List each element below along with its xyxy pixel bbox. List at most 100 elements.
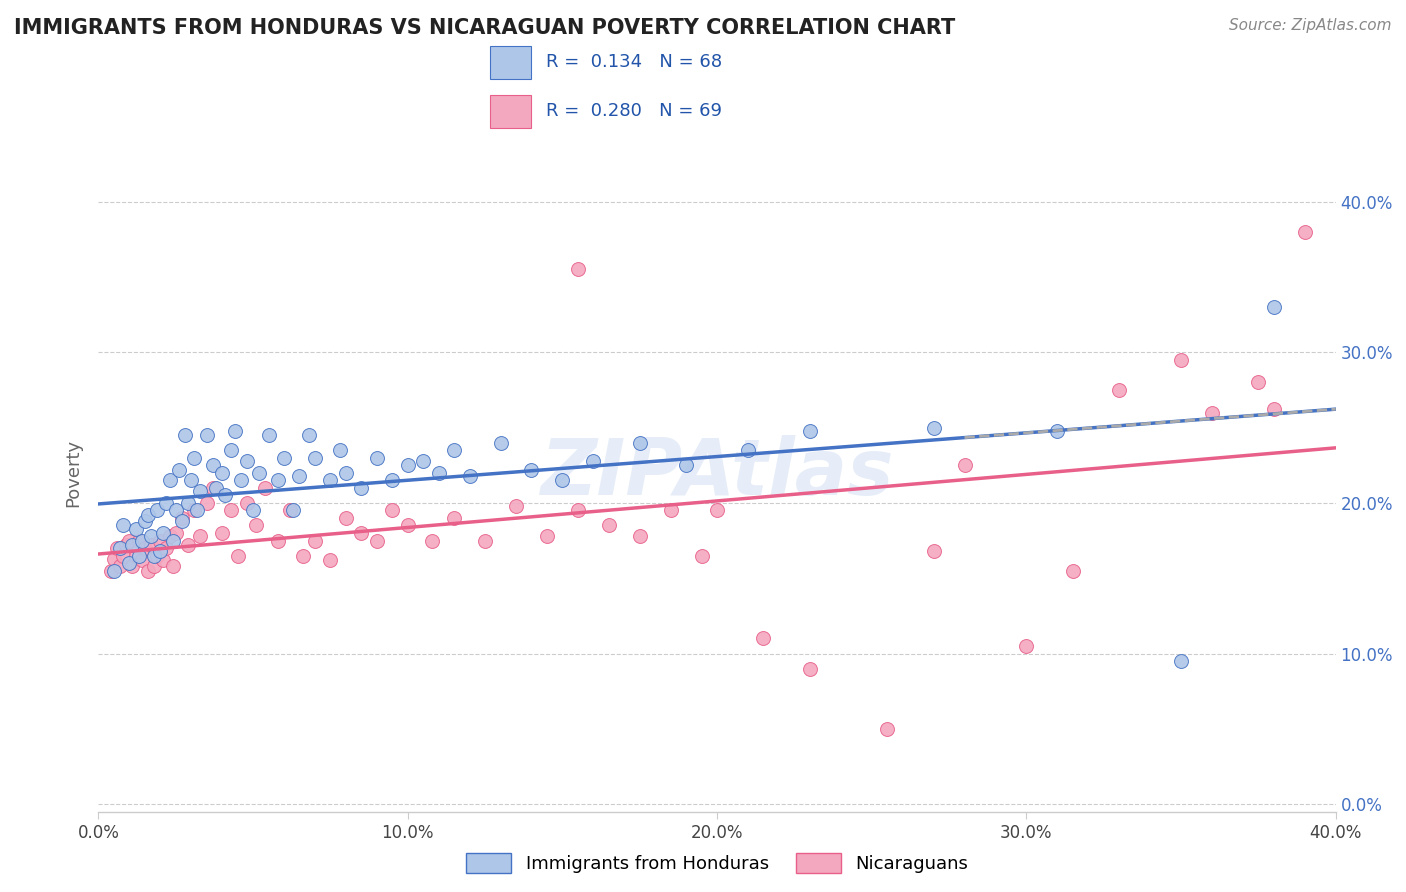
Point — [236, 453, 259, 467]
Point — [174, 428, 197, 442]
Point — [505, 499, 527, 513]
Point — [108, 559, 131, 574]
Point — [582, 453, 605, 467]
Point — [737, 443, 759, 458]
Point — [1170, 352, 1192, 367]
Point — [121, 559, 143, 574]
Point — [190, 483, 212, 498]
Point — [799, 424, 821, 438]
Point — [247, 466, 270, 480]
Point — [922, 544, 945, 558]
Point — [1108, 383, 1130, 397]
Point — [1263, 300, 1285, 314]
Point — [335, 511, 357, 525]
Point — [162, 559, 184, 574]
Point — [211, 466, 233, 480]
Point — [267, 533, 290, 548]
Point — [412, 453, 434, 467]
Point — [706, 503, 728, 517]
Y-axis label: Poverty: Poverty — [65, 439, 83, 507]
Point — [112, 549, 135, 563]
Point — [381, 503, 404, 517]
Point — [190, 529, 212, 543]
Point — [221, 443, 243, 458]
Point — [229, 473, 252, 487]
Point — [186, 503, 208, 517]
Point — [112, 518, 135, 533]
Point — [1170, 654, 1192, 668]
Point — [131, 533, 153, 548]
Point — [551, 473, 574, 487]
Point — [221, 503, 243, 517]
Bar — [491, 95, 530, 128]
Point — [139, 529, 162, 543]
Point — [165, 526, 187, 541]
Point — [267, 473, 290, 487]
Text: R =  0.280   N = 69: R = 0.280 N = 69 — [546, 102, 723, 120]
Point — [108, 541, 131, 555]
Point — [105, 541, 128, 555]
Point — [139, 538, 162, 552]
Point — [201, 481, 224, 495]
Point — [159, 473, 181, 487]
Text: R =  0.134   N = 68: R = 0.134 N = 68 — [546, 53, 723, 70]
Point — [427, 466, 450, 480]
Text: ZIPAtlas: ZIPAtlas — [540, 434, 894, 511]
Point — [128, 533, 150, 548]
Point — [567, 262, 589, 277]
Point — [350, 526, 373, 541]
Point — [396, 518, 419, 533]
Point — [675, 458, 697, 473]
Point — [103, 551, 125, 566]
Point — [118, 533, 141, 548]
Point — [752, 632, 775, 646]
Legend: Immigrants from Honduras, Nicaraguans: Immigrants from Honduras, Nicaraguans — [458, 846, 976, 880]
Point — [298, 428, 321, 442]
Point — [922, 420, 945, 434]
Point — [598, 518, 620, 533]
Point — [195, 428, 218, 442]
Point — [567, 503, 589, 517]
Point — [152, 526, 174, 541]
Point — [121, 538, 143, 552]
Point — [118, 556, 141, 570]
Point — [183, 450, 205, 465]
Point — [226, 549, 249, 563]
Point — [201, 458, 224, 473]
Point — [146, 549, 169, 563]
Point — [195, 496, 218, 510]
Point — [1015, 639, 1038, 653]
Point — [536, 529, 558, 543]
Point — [131, 553, 153, 567]
Point — [1201, 405, 1223, 419]
Point — [329, 443, 352, 458]
Point — [335, 466, 357, 480]
Point — [170, 511, 193, 525]
Point — [458, 468, 481, 483]
Point — [474, 533, 496, 548]
Text: IMMIGRANTS FROM HONDURAS VS NICARAGUAN POVERTY CORRELATION CHART: IMMIGRANTS FROM HONDURAS VS NICARAGUAN P… — [14, 18, 955, 37]
Point — [257, 428, 280, 442]
Point — [211, 526, 233, 541]
Point — [366, 533, 388, 548]
Point — [159, 529, 181, 543]
Point — [422, 533, 444, 548]
Point — [162, 533, 184, 548]
Point — [134, 541, 156, 555]
Point — [489, 435, 512, 450]
Point — [381, 473, 404, 487]
Point — [124, 549, 146, 563]
Point — [143, 559, 166, 574]
Point — [366, 450, 388, 465]
Point — [304, 533, 326, 548]
Point — [242, 503, 264, 517]
Point — [146, 503, 169, 517]
Point — [876, 722, 898, 736]
Point — [278, 503, 301, 517]
Point — [128, 549, 150, 563]
Point — [224, 424, 246, 438]
Point — [136, 508, 159, 522]
Point — [134, 514, 156, 528]
Point — [273, 450, 295, 465]
Point — [180, 473, 202, 487]
